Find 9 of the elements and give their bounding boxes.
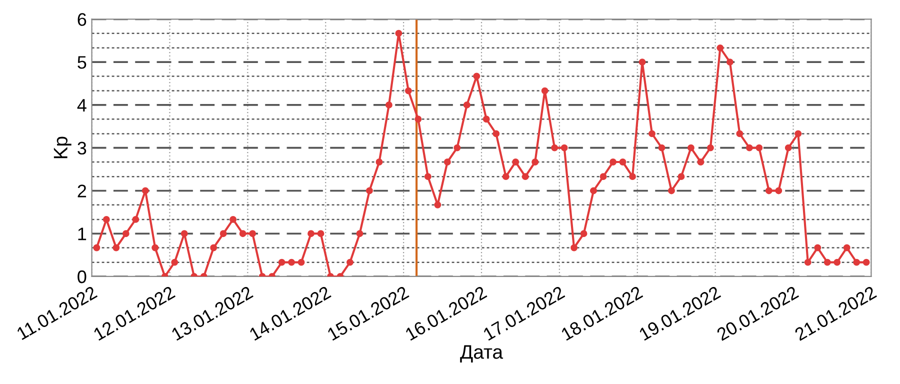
y-tick-label: 2 — [78, 184, 86, 198]
y-tick-label: 1 — [78, 228, 86, 240]
y-tick-label: 6 — [78, 13, 86, 26]
y-tick-label: 0 — [78, 270, 86, 284]
x-axis-title: Дата — [460, 345, 504, 363]
y-tick-label: 5 — [78, 56, 86, 69]
y-tick-label: 4 — [77, 99, 86, 112]
y-tick-label: 3 — [78, 142, 86, 155]
y-axis-title: Kp — [54, 136, 72, 158]
